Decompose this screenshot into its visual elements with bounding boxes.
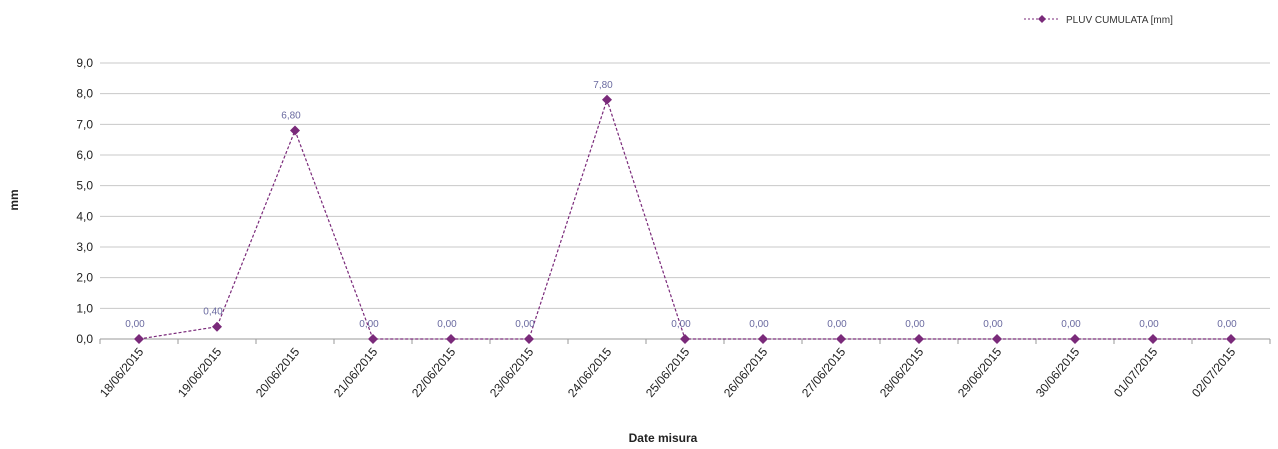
x-tick-label: 02/07/2015: [1189, 345, 1239, 400]
data-point: [758, 334, 768, 344]
data-label: 0,00: [437, 319, 457, 330]
data-point: [212, 321, 222, 332]
data-point: [836, 334, 846, 344]
data-point: [368, 334, 378, 344]
y-axis-title: mm: [7, 189, 21, 210]
data-label: 0,00: [1061, 319, 1081, 330]
x-tick-label: 24/06/2015: [565, 345, 615, 400]
y-axis-ticks: 0,0 1,0 2,0 3,0 4,0 5,0 6,0 7,0 8,0 9,0: [76, 56, 93, 346]
data-label: 6,80: [281, 110, 301, 121]
y-tick-label: 9,0: [76, 56, 93, 70]
x-axis-ticks: 18/06/2015 19/06/2015 20/06/2015 21/06/2015…: [97, 339, 1271, 400]
data-label: 0,00: [827, 319, 847, 330]
data-label: 0,00: [515, 319, 535, 330]
y-tick-label: 8,0: [76, 87, 93, 101]
data-point: [992, 334, 1002, 344]
data-point: [524, 334, 534, 344]
data-point: [680, 334, 690, 344]
y-tick-label: 5,0: [76, 179, 93, 193]
y-tick-label: 1,0: [76, 301, 93, 315]
y-tick-label: 0,0: [76, 332, 93, 346]
x-tick-label: 23/06/2015: [487, 345, 537, 400]
data-point: [914, 334, 924, 344]
y-tick-label: 3,0: [76, 240, 93, 254]
legend: PLUV CUMULATA [mm]: [1024, 15, 1173, 26]
x-axis-title: Date misura: [629, 431, 698, 445]
series-line: [138, 97, 1231, 340]
x-tick-label: 01/07/2015: [1111, 345, 1161, 400]
data-label: 0,00: [1139, 319, 1159, 330]
y-tick-label: 6,0: [76, 148, 93, 162]
x-tick-label: 25/06/2015: [643, 345, 693, 400]
gridlines: [100, 62, 1270, 340]
data-label: 0,00: [983, 319, 1003, 330]
data-point: [602, 94, 612, 105]
x-tick-label: 30/06/2015: [1033, 345, 1083, 400]
data-label: 0,00: [749, 319, 769, 330]
data-label: 0,00: [1217, 319, 1237, 330]
x-tick-label: 20/06/2015: [253, 345, 303, 400]
data-point: [446, 334, 456, 344]
data-label: 7,80: [593, 80, 613, 91]
data-label: 0,00: [671, 319, 691, 330]
x-tick-label: 29/06/2015: [955, 345, 1005, 400]
x-tick-label: 19/06/2015: [175, 345, 225, 400]
legend-label: PLUV CUMULATA [mm]: [1066, 15, 1173, 26]
data-label: 0,00: [125, 319, 145, 330]
data-labels: 0,00 0,40 6,80 0,00 0,00 0,00 7,80 0,00 0,00 0,00…: [125, 80, 1237, 330]
y-tick-label: 2,0: [76, 271, 93, 285]
legend-marker: [1038, 15, 1046, 23]
x-tick-label: 26/06/2015: [721, 345, 771, 400]
data-label: 0,00: [905, 319, 925, 330]
data-point: [290, 125, 300, 136]
x-tick-label: 22/06/2015: [409, 345, 459, 400]
y-tick-label: 4,0: [76, 209, 93, 223]
data-label: 0,00: [359, 319, 379, 330]
data-label: 0,40: [203, 307, 223, 318]
x-tick-label: 28/06/2015: [877, 345, 927, 400]
series-layer: [134, 94, 1236, 344]
y-tick-label: 7,0: [76, 117, 93, 131]
data-point: [1070, 334, 1080, 344]
x-tick-label: 21/06/2015: [331, 345, 381, 400]
data-point: [1226, 334, 1236, 344]
x-tick-label: 27/06/2015: [799, 345, 849, 400]
data-point: [134, 334, 144, 344]
x-tick-label: 18/06/2015: [97, 345, 147, 400]
data-point: [1148, 334, 1158, 344]
